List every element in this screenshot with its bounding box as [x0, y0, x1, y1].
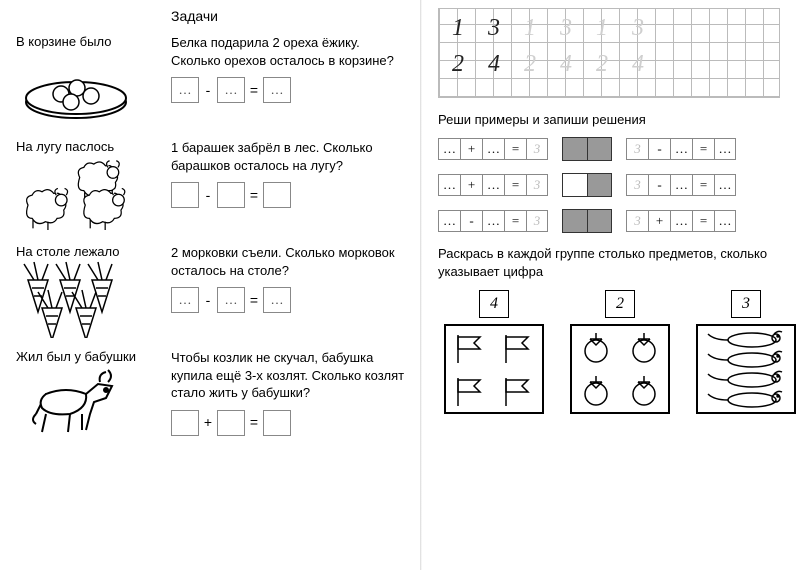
task-4: Жил был у бабушки Чтобы козлик не скучал… — [16, 349, 408, 440]
count-num-3: 3 — [731, 290, 761, 318]
example-left-eq: …+…=3 — [438, 138, 548, 160]
task-2-label: На лугу паслось — [16, 139, 171, 154]
count-num-2: 2 — [605, 290, 635, 318]
trace-digit: 3 — [548, 10, 584, 46]
task-4-equation: + = — [171, 410, 408, 436]
count-num-1: 4 — [479, 290, 509, 318]
example-right-eq: 3-…=… — [626, 138, 736, 160]
example-right-eq: 3+…=… — [626, 210, 736, 232]
example-row-2: …+…=3 3-…=… — [438, 173, 790, 197]
task-1-label: В корзине было — [16, 34, 171, 49]
task-4-label: Жил был у бабушки — [16, 349, 171, 364]
trace-digit: 4 — [476, 46, 512, 82]
task-1-picture — [16, 53, 136, 125]
color-pair — [562, 137, 612, 161]
trace-digit: 4 — [620, 46, 656, 82]
color-pair — [562, 173, 612, 197]
task-3: На столе лежало 2 морковки съели. Скольк… — [16, 244, 408, 335]
example-row-1: …+…=3 3-…=… — [438, 137, 790, 161]
task-2: На лугу паслось — [16, 139, 408, 230]
trace-digit: 2 — [584, 46, 620, 82]
task-1: В корзине было Белка подарила 2 ореха ёж… — [16, 34, 408, 125]
example-left-eq: …-…=3 — [438, 210, 548, 232]
task-1-equation: … - … = … — [171, 77, 408, 103]
trace-digit: 1 — [440, 10, 476, 46]
count-row: 4 2 3 — [438, 290, 790, 414]
count-block-2: 2 — [570, 290, 670, 414]
trace-digit: 3 — [476, 10, 512, 46]
task-3-label: На столе лежало — [16, 244, 171, 259]
tasks-title: Задачи — [171, 8, 218, 24]
writing-grid: 131313242424 — [438, 8, 780, 98]
task-4-text: Чтобы козлик не скучал, бабушка купила е… — [171, 349, 408, 402]
task-3-text: 2 морковки съели. Сколько морковок оста­… — [171, 244, 408, 279]
example-row-3: …-…=3 3+…=… — [438, 209, 790, 233]
count-block-3: 3 — [696, 290, 796, 414]
task-2-picture — [16, 158, 136, 230]
task-2-text: 1 барашек забрёл в лес. Сколько барашков… — [171, 139, 408, 174]
trace-digit: 3 — [620, 10, 656, 46]
task-3-picture — [16, 263, 136, 335]
examples-title: Реши примеры и запиши решения — [438, 112, 790, 127]
count-block-1: 4 — [444, 290, 544, 414]
count-title: Раскрась в каждой группе столько предмет… — [438, 245, 790, 280]
trace-digit: 1 — [584, 10, 620, 46]
color-pair — [562, 209, 612, 233]
example-left-eq: …+…=3 — [438, 174, 548, 196]
trace-digit: 2 — [440, 46, 476, 82]
trace-digit: 4 — [548, 46, 584, 82]
trace-digit: 1 — [512, 10, 548, 46]
trace-digit: 2 — [512, 46, 548, 82]
task-1-text: Белка подарила 2 ореха ёжику. Сколько ор… — [171, 34, 408, 69]
task-4-picture — [16, 368, 136, 440]
task-2-equation: - = — [171, 182, 408, 208]
task-3-equation: … - … = … — [171, 287, 408, 313]
example-right-eq: 3-…=… — [626, 174, 736, 196]
